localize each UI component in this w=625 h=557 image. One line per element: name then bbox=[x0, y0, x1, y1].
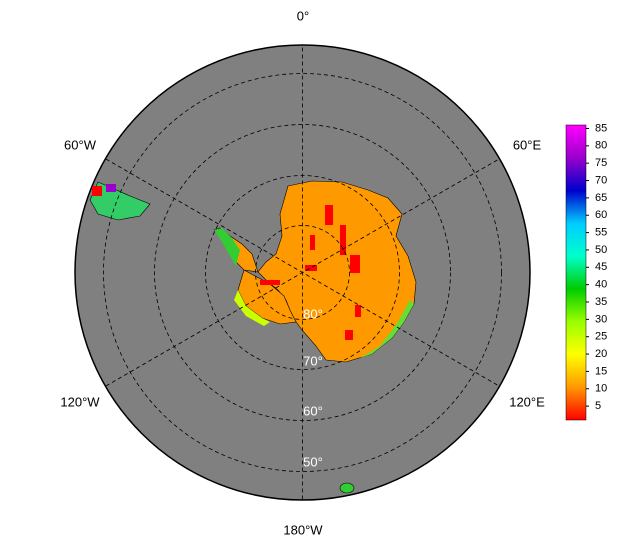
colorbar-tick-label: 35 bbox=[595, 296, 607, 308]
meridian-label: 60°W bbox=[64, 137, 97, 152]
colorbar-tick-label: 20 bbox=[595, 348, 607, 360]
meridian-label: 120°E bbox=[509, 394, 545, 409]
colorbar-fill bbox=[565, 124, 587, 421]
island bbox=[339, 482, 355, 494]
colorbar-tick-label: 25 bbox=[595, 331, 607, 343]
sa-red bbox=[92, 186, 102, 196]
meridian-label: 60°E bbox=[513, 137, 542, 152]
colorbar-tick-label: 30 bbox=[595, 313, 607, 325]
colorbar-tick-label: 85 bbox=[595, 122, 607, 134]
meridian bbox=[105, 158, 500, 387]
meridian-label: 0° bbox=[297, 8, 309, 23]
land bbox=[89, 180, 417, 494]
parallel bbox=[255, 225, 350, 320]
colorbar-tick-label: 60 bbox=[595, 209, 607, 221]
colorbar-tick-label: 55 bbox=[595, 226, 607, 238]
peninsula-green bbox=[214, 228, 240, 266]
colorbar-tick-label: 75 bbox=[595, 157, 607, 169]
east-antarctica bbox=[257, 180, 417, 363]
parallel-label: 50° bbox=[303, 454, 323, 469]
sa-purple bbox=[106, 184, 116, 192]
colorbar: 5 10 15 20 25 30 35 40 45 50 55 60 65 70 75 80 85 bbox=[565, 122, 607, 421]
red-patches bbox=[260, 205, 361, 340]
meridian-label: 180°W bbox=[283, 522, 323, 537]
parallel bbox=[103, 73, 502, 472]
colorbar-tick-label: 10 bbox=[595, 383, 607, 395]
colorbar-tick-label: 40 bbox=[595, 279, 607, 291]
colorbar-tick-label: 15 bbox=[595, 365, 607, 377]
colorbar-tick-label: 50 bbox=[595, 244, 607, 256]
colorbar-tick-label: 65 bbox=[595, 192, 607, 204]
parallel-label: 70° bbox=[303, 353, 323, 368]
colorbar-tick-label: 70 bbox=[595, 174, 607, 186]
parallel-label: 80° bbox=[303, 306, 323, 321]
colorbar-tick-label: 5 bbox=[595, 400, 601, 412]
coast-green bbox=[360, 300, 414, 358]
colorbar-tick-label: 80 bbox=[595, 140, 607, 152]
parallel-label: 60° bbox=[303, 403, 323, 418]
meridian-label: 120°W bbox=[60, 394, 100, 409]
graticule bbox=[103, 45, 502, 500]
south-america bbox=[89, 181, 151, 221]
colorbar-tick-label: 45 bbox=[595, 261, 607, 273]
